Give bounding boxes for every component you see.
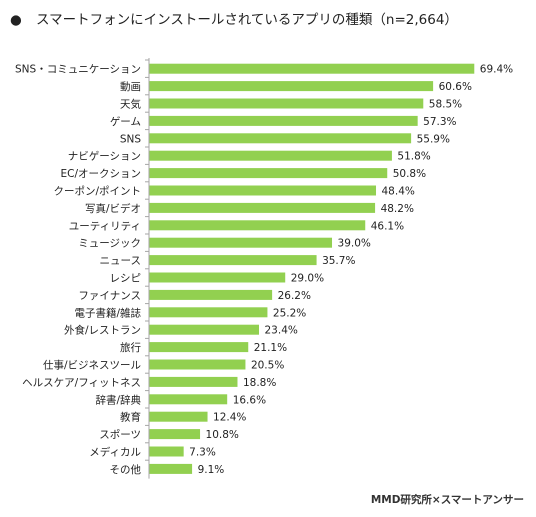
- value-labels: 69.4% 60.6% 58.5% 57.3% 55.9% 51.8% 50.8% 48.4%…: [189, 64, 513, 476]
- category-label: 天気: [120, 98, 141, 111]
- value-label: 29.0%: [291, 273, 324, 285]
- value-label: 25.2%: [273, 307, 306, 319]
- value-label: 57.3%: [423, 116, 456, 128]
- bar-3: [149, 98, 424, 109]
- value-label: 12.4%: [213, 412, 246, 424]
- bar-22: [149, 429, 201, 440]
- source-credit: MMD研究所×スマートアンサー: [371, 493, 524, 506]
- bar-13: [149, 272, 286, 283]
- bar-10: [149, 220, 366, 231]
- category-label: EC/オークション: [60, 168, 141, 180]
- value-label: 26.2%: [278, 290, 311, 302]
- category-label: 電子書籍/雑誌: [74, 306, 141, 319]
- value-label: 60.6%: [439, 81, 472, 93]
- category-label: ゲーム: [110, 116, 141, 128]
- bar-14: [149, 289, 273, 300]
- bar-4: [149, 115, 418, 126]
- value-label: 48.4%: [382, 186, 415, 198]
- category-label: レシピ: [110, 273, 142, 285]
- category-label: メディカル: [89, 446, 141, 459]
- bar-19: [149, 376, 238, 387]
- bar-1: [149, 63, 475, 74]
- bar-16: [149, 324, 260, 335]
- value-label: 48.2%: [381, 203, 414, 215]
- value-label: 20.5%: [251, 360, 284, 372]
- bar-18: [149, 359, 246, 370]
- value-label: 21.1%: [254, 342, 287, 354]
- category-label: ミュージック: [78, 238, 141, 250]
- title-bullet-icon: ●: [10, 12, 22, 28]
- bar-20: [149, 394, 228, 405]
- value-label: 58.5%: [429, 99, 462, 111]
- category-label: ナビゲーション: [68, 151, 141, 163]
- bar-23: [149, 446, 184, 457]
- bar-6: [149, 150, 392, 161]
- bar-11: [149, 237, 333, 248]
- category-label: その他: [110, 463, 142, 476]
- bar-8: [149, 185, 377, 196]
- category-label: ファイナンス: [78, 290, 141, 302]
- value-label: 50.8%: [393, 168, 426, 180]
- category-label: スポーツ: [99, 429, 141, 441]
- category-label: 仕事/ビジネスツール: [43, 359, 141, 372]
- category-label: SNS・コミュニケーション: [15, 64, 141, 76]
- category-label: 教育: [120, 411, 141, 424]
- category-label: クーポン/ポイント: [53, 186, 141, 198]
- category-label: ニュース: [100, 255, 141, 267]
- bar-2: [149, 81, 434, 92]
- value-label: 10.8%: [206, 429, 239, 441]
- chart-title-text: スマートフォンにインストールされているアプリの種類（n=2,664）: [36, 12, 458, 28]
- category-label: ユーティリティ: [69, 220, 141, 232]
- category-label: 辞書/辞典: [95, 393, 141, 406]
- category-label: 動画: [120, 80, 141, 93]
- bar-9: [149, 202, 376, 213]
- value-label: 7.3%: [189, 447, 216, 459]
- bar-5: [149, 133, 412, 144]
- value-label: 9.1%: [198, 464, 225, 476]
- value-label: 23.4%: [265, 325, 298, 337]
- value-label: 35.7%: [322, 255, 355, 267]
- category-label: SNS: [120, 133, 142, 145]
- value-label: 69.4%: [480, 64, 513, 76]
- bar-21: [149, 411, 208, 422]
- bar-15: [149, 307, 268, 318]
- value-label: 39.0%: [338, 238, 371, 250]
- chart-title: ● スマートフォンにインストールされているアプリの種類（n=2,664）: [10, 12, 458, 28]
- bar-17: [149, 342, 249, 353]
- value-label: 46.1%: [371, 220, 404, 232]
- bar-12: [149, 255, 317, 266]
- category-label: ヘルスケア/フィットネス: [22, 377, 141, 389]
- bar-24: [149, 463, 193, 474]
- category-label: 旅行: [120, 341, 141, 354]
- value-label: 51.8%: [397, 151, 430, 163]
- value-label: 16.6%: [233, 394, 266, 406]
- chart-bars: [149, 63, 475, 474]
- bar-7: [149, 168, 388, 179]
- value-label: 55.9%: [417, 133, 450, 145]
- value-label: 18.8%: [243, 377, 276, 389]
- category-label: 写真/ビデオ: [85, 202, 141, 215]
- chart-axis: [145, 58, 150, 479]
- category-label: 外食/レストラン: [64, 324, 141, 337]
